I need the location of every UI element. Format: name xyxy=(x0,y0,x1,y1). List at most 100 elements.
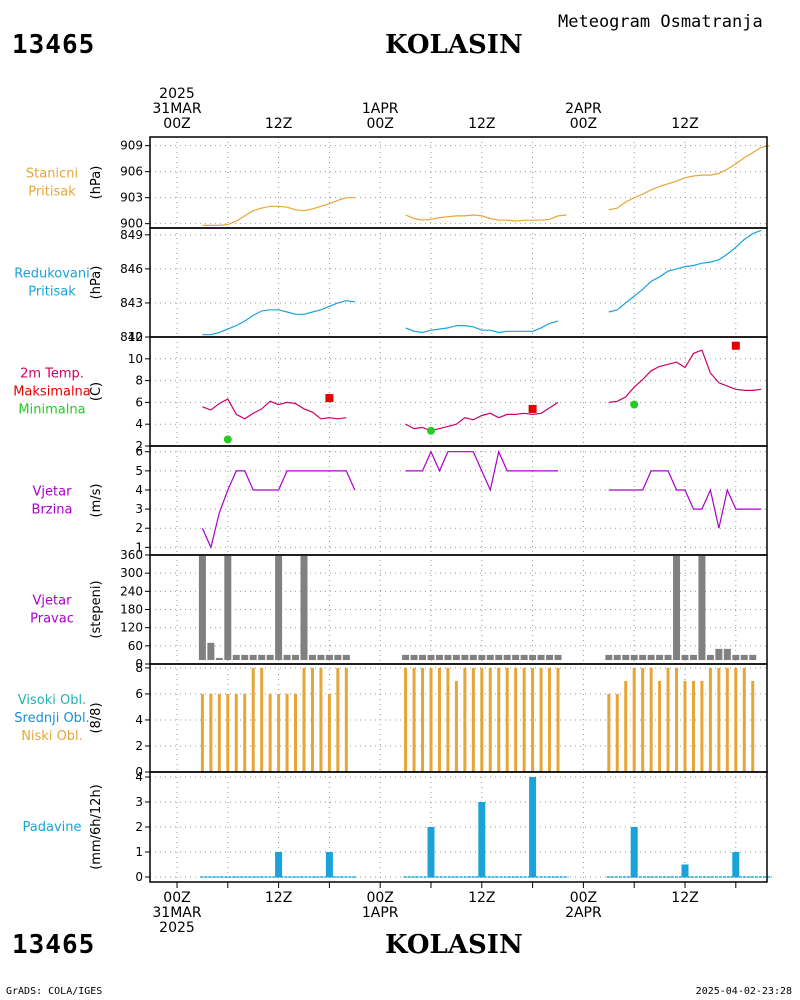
y-tick-label: 1 xyxy=(135,845,143,859)
series-line xyxy=(201,470,356,550)
direction-bar xyxy=(478,654,486,660)
generation-timestamp: 2025-04-02-23:28 xyxy=(695,986,792,997)
cloud-bar xyxy=(294,693,298,772)
cloud-bar xyxy=(725,667,729,772)
direction-bar xyxy=(300,555,308,660)
direction-bar xyxy=(529,654,537,660)
y-tick-label: 3 xyxy=(135,795,143,809)
y-tick-label: 900 xyxy=(120,217,143,231)
direction-bar xyxy=(427,654,435,660)
y-tick-label: 5 xyxy=(135,464,143,478)
y-tick-label: 4 xyxy=(135,770,143,784)
panel-pressure xyxy=(145,136,770,229)
y-tick-label: 906 xyxy=(120,165,143,179)
direction-bar xyxy=(444,654,452,660)
min-temp-marker xyxy=(223,435,232,444)
cloud-bar xyxy=(700,680,704,772)
panel-clouds xyxy=(145,663,768,773)
panel-label: Stanicni xyxy=(26,167,78,182)
direction-bar xyxy=(689,654,697,660)
direction-bar xyxy=(503,654,511,660)
meteogram-subtitle: Meteogram Osmatranja xyxy=(558,12,763,32)
bottom-time-label: 2APR xyxy=(565,905,602,921)
cloud-bar xyxy=(327,693,331,772)
cloud-bar xyxy=(742,667,746,772)
direction-bar xyxy=(198,555,206,660)
panel-label: Pravac xyxy=(30,612,74,627)
y-tick-label: 1 xyxy=(135,540,143,554)
y-tick-label: 840 xyxy=(120,330,143,344)
y-tick-label: 8 xyxy=(135,374,143,388)
y-axis-label: (mm/6h/12h) xyxy=(89,784,104,870)
cloud-bar xyxy=(454,680,458,772)
direction-bar xyxy=(554,654,562,660)
y-tick-label: 843 xyxy=(120,296,143,310)
direction-bar xyxy=(308,654,316,660)
cloud-bar xyxy=(421,667,425,772)
y-tick-label: 2 xyxy=(135,739,143,753)
cloud-bar xyxy=(734,667,738,772)
cloud-bar xyxy=(531,667,535,772)
direction-bar xyxy=(639,654,647,660)
panel-label: Brzina xyxy=(32,503,73,518)
direction-bar xyxy=(486,654,494,660)
y-tick-label: 0 xyxy=(135,870,143,884)
direction-bar xyxy=(681,654,689,660)
direction-bar xyxy=(410,654,418,660)
cloud-bar xyxy=(514,667,518,772)
series-line xyxy=(405,214,567,222)
direction-bar xyxy=(749,654,757,660)
direction-bar xyxy=(275,555,283,660)
footer-station-name: KOLASIN xyxy=(385,930,523,960)
direction-bar xyxy=(613,654,621,660)
grads-credit: GrADS: COLA/IGES xyxy=(6,986,103,997)
y-tick-label: 180 xyxy=(120,603,143,617)
series-line xyxy=(202,300,355,336)
cloud-bar xyxy=(522,667,526,772)
precip-bar xyxy=(275,852,283,877)
direction-bar xyxy=(224,555,232,660)
cloud-bar xyxy=(446,667,450,772)
cloud-bar xyxy=(497,667,501,772)
panel-label: Pritisak xyxy=(28,285,76,300)
direction-bar xyxy=(605,654,613,660)
cloud-bar xyxy=(556,667,560,772)
series-line xyxy=(608,229,762,313)
y-axis-label: (C) xyxy=(89,382,104,401)
direction-bar xyxy=(325,654,333,660)
direction-bar xyxy=(258,654,266,660)
panel-frame xyxy=(149,227,768,338)
cloud-bar xyxy=(234,693,238,772)
y-tick-label: 2 xyxy=(135,439,143,453)
panel-label: Niski Obl. xyxy=(21,729,83,744)
bottom-time-label: 31MAR xyxy=(152,905,201,921)
y-tick-label: 0 xyxy=(135,765,143,779)
y-tick-label: 60 xyxy=(128,639,143,653)
cloud-bar xyxy=(658,680,662,772)
direction-bar xyxy=(537,654,545,660)
series-line xyxy=(608,349,762,403)
cloud-bar xyxy=(488,667,492,772)
precip-bar xyxy=(325,852,333,877)
y-tick-label: 8 xyxy=(135,661,143,675)
panel-frame xyxy=(149,336,768,447)
top-time-label: 00Z xyxy=(366,116,393,132)
direction-bar xyxy=(723,648,731,660)
cloud-bar xyxy=(336,667,340,772)
y-tick-label: 2 xyxy=(135,521,143,535)
panel-label: Maksimalna xyxy=(13,385,91,400)
y-tick-label: 4 xyxy=(135,483,143,497)
cloud-bar xyxy=(505,667,509,772)
y-tick-label: 240 xyxy=(120,584,143,598)
cloud-bar xyxy=(209,693,213,772)
panel-label: Srednji Obl. xyxy=(14,711,89,726)
cloud-bar xyxy=(615,693,619,772)
cloud-bar xyxy=(412,667,416,772)
bottom-time-label: 12Z xyxy=(671,890,698,906)
y-tick-label: 6 xyxy=(135,445,143,459)
y-axis-label: (8/8) xyxy=(89,702,104,733)
cloud-bar xyxy=(404,667,408,772)
direction-bar xyxy=(317,654,325,660)
panel-wind_speed xyxy=(145,445,768,556)
